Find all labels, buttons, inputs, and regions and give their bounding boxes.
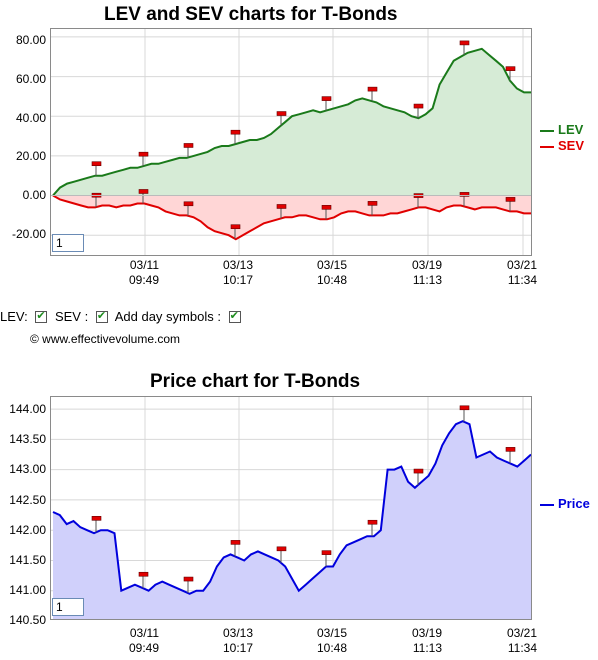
day-symbol-marker: [459, 40, 470, 46]
day-symbol-marker: [230, 224, 241, 230]
day-symbol-marker: [413, 468, 424, 474]
x-tick-label: 03/11 09:49: [128, 258, 159, 287]
day-symbol-marker: [367, 86, 378, 92]
x-tick-label: 03/19 11:13: [411, 626, 442, 655]
lev-checkbox[interactable]: [35, 309, 48, 323]
x-tick-label: 03/15 10:48: [316, 626, 347, 655]
y-tick-label: 20.00: [15, 149, 46, 163]
day-symbol-marker: [505, 447, 516, 452]
day-symbol-marker: [413, 103, 424, 109]
day-symbol-marker: [230, 540, 241, 545]
top-input-box[interactable]: 1: [52, 234, 84, 252]
day-symbol-marker: [138, 151, 149, 157]
day-symbol-marker: [276, 546, 287, 552]
day-symbol-marker: [505, 66, 516, 71]
day-symbol-marker: [138, 571, 149, 577]
day-symbol-marker: [91, 161, 102, 167]
series-area-sev: [53, 195, 531, 240]
day-symbol-marker: [505, 197, 516, 202]
day-symbol-marker: [183, 143, 194, 148]
lev-sev-plot-area: 1: [50, 28, 532, 256]
y-tick-label: 142.50: [9, 493, 46, 507]
sev-checkbox[interactable]: [95, 309, 108, 323]
y-tick-label: 60.00: [15, 72, 46, 86]
copyright-text: © www.effectivevolume.com: [30, 332, 181, 346]
y-tick-label: 140.50: [9, 613, 46, 627]
legend-sev: SEV: [540, 138, 584, 153]
y-tick-label: 0.00: [22, 188, 46, 202]
day-symbol-marker: [367, 519, 378, 525]
series-line-lev: [52, 47, 531, 197]
day-symbol-marker: [459, 192, 470, 197]
day-symbol-marker: [91, 516, 102, 521]
y-tick-label: 143.00: [9, 462, 46, 476]
legend-price: Price: [540, 496, 590, 511]
x-tick-label: 03/13 10:17: [222, 626, 253, 655]
day-symbol-marker: [183, 201, 194, 207]
y-tick-label: 80.00: [15, 33, 46, 47]
day-symbol-marker: [183, 576, 194, 582]
day-symbol-marker: [276, 204, 287, 209]
price-chart-svg: [51, 397, 531, 619]
day-symbol-marker: [459, 405, 470, 411]
y-tick-label: 141.50: [9, 553, 46, 567]
day-symbols-checkbox[interactable]: [228, 309, 241, 323]
bottom-input-box[interactable]: 1: [52, 598, 84, 616]
x-tick-label: 03/19 11:13: [411, 258, 442, 287]
y-tick-label: 141.00: [9, 583, 46, 597]
y-tick-label: 144.00: [9, 402, 46, 416]
x-tick-label: 03/21 11:34: [506, 626, 537, 655]
x-tick-label: 03/15 10:48: [316, 258, 347, 287]
price-plot-area: 1: [50, 396, 532, 620]
y-tick-label: 142.00: [9, 523, 46, 537]
day-symbol-marker: [276, 111, 287, 116]
y-tick-label: -20.00: [11, 227, 46, 241]
x-tick-label: 03/21 11:34: [506, 258, 537, 287]
day-symbols-checkbox-label: Add day symbols :: [114, 309, 221, 324]
series-area-lev: [53, 48, 531, 196]
day-symbol-marker: [367, 201, 378, 206]
day-symbol-marker: [321, 550, 332, 555]
series-line-price: [52, 420, 531, 595]
lev-checkbox-label: LEV:: [0, 309, 28, 324]
series-line-sev: [52, 194, 531, 241]
y-tick-label: 40.00: [15, 111, 46, 125]
day-symbol-marker: [138, 189, 149, 194]
series-area-price: [53, 421, 531, 619]
day-symbol-marker: [230, 129, 241, 135]
x-tick-label: 03/13 10:17: [222, 258, 253, 287]
lev-sev-chart-svg: [51, 29, 531, 255]
legend-lev: LEV: [540, 122, 583, 137]
lev-sev-chart-title: LEV and SEV charts for T-Bonds: [104, 4, 398, 25]
sev-checkbox-label: SEV :: [54, 309, 89, 324]
y-tick-label: 143.50: [9, 432, 46, 446]
day-symbol-marker: [321, 205, 332, 210]
price-chart-title: Price chart for T-Bonds: [150, 371, 361, 392]
chart-controls: LEV: SEV : Add day symbols :: [0, 309, 245, 324]
x-tick-label: 03/11 09:49: [128, 626, 159, 655]
day-symbol-marker: [321, 96, 332, 101]
